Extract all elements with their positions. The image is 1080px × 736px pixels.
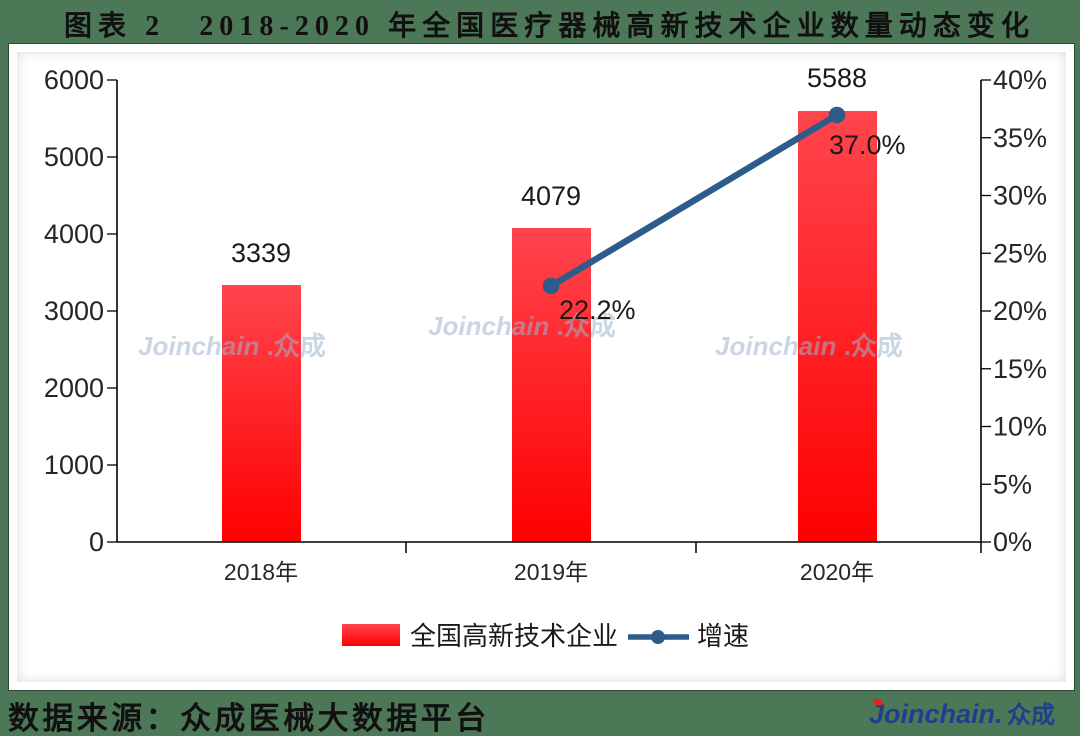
svg-text:4079: 4079 [521,181,581,211]
svg-text:Joinchain .众成: Joinchain .众成 [715,331,903,361]
svg-text:5000: 5000 [44,142,104,172]
svg-text:6000: 6000 [44,65,104,95]
svg-text:Joinchain .众成: Joinchain .众成 [138,331,326,361]
svg-text:增速: 增速 [697,621,749,651]
svg-text:3339: 3339 [231,238,291,268]
svg-text:20%: 20% [993,296,1047,326]
svg-text:4000: 4000 [44,219,104,249]
svg-text:2020年: 2020年 [800,559,874,585]
svg-text:5%: 5% [993,469,1032,499]
svg-text:众成: 众成 [1007,702,1055,729]
svg-text:35%: 35% [993,123,1047,153]
svg-text:2000: 2000 [44,373,104,403]
svg-text:25%: 25% [993,238,1047,268]
svg-text:2019年: 2019年 [514,559,588,585]
svg-text:0%: 0% [993,527,1032,557]
svg-text:3000: 3000 [44,296,104,326]
svg-text:0: 0 [89,527,104,557]
svg-text:2018年: 2018年 [224,559,298,585]
svg-text:1000: 1000 [44,450,104,480]
svg-text:15%: 15% [993,354,1047,384]
svg-text:22.2%: 22.2% [559,295,636,325]
svg-text:Joinchain.: Joinchain. [869,699,1003,729]
svg-text:40%: 40% [993,65,1047,95]
svg-text:5588: 5588 [807,63,867,93]
svg-text:37.0%: 37.0% [829,130,906,160]
svg-text:30%: 30% [993,181,1047,211]
svg-text:全国高新技术企业: 全国高新技术企业 [410,621,618,651]
svg-text:10%: 10% [993,412,1047,442]
